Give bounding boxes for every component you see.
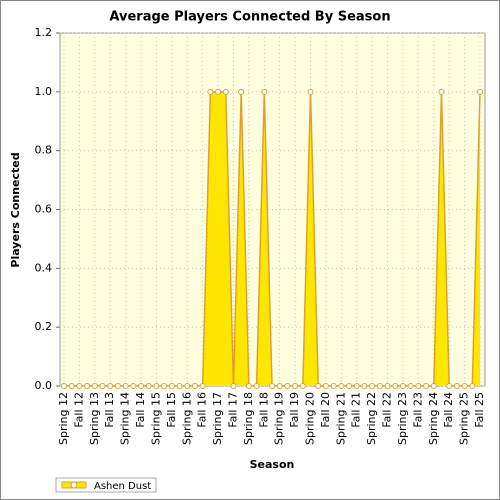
point	[269, 383, 275, 389]
point	[453, 383, 460, 389]
point	[261, 88, 268, 95]
point	[346, 383, 353, 389]
point	[153, 383, 160, 389]
x-tick-label: Fall 15	[165, 392, 178, 428]
point	[91, 383, 98, 389]
y-tick-label: 0.2	[35, 320, 53, 333]
x-tick-label: Fall 19	[288, 392, 301, 428]
point	[438, 88, 445, 95]
point	[399, 383, 406, 389]
point	[392, 383, 399, 389]
x-tick-label: Spring 22	[365, 392, 378, 445]
point	[276, 383, 283, 389]
point	[168, 383, 175, 389]
point	[361, 383, 368, 389]
point	[191, 383, 198, 389]
x-tick-label: Spring 14	[119, 392, 132, 445]
point	[238, 88, 245, 95]
point	[176, 383, 183, 389]
point	[222, 88, 229, 95]
y-tick-label: 0.0	[35, 379, 53, 392]
x-tick-label: Fall 13	[103, 392, 116, 428]
y-axis-label: Players Connected	[9, 152, 22, 267]
point	[199, 383, 206, 389]
x-tick-label: Fall 14	[134, 392, 147, 428]
legend-label: Ashen Dust	[94, 481, 151, 492]
x-tick-label: Fall 12	[72, 392, 85, 428]
legend-marker	[70, 481, 78, 489]
point	[145, 383, 152, 389]
x-tick-label: Spring 15	[149, 392, 162, 445]
point	[292, 383, 299, 389]
point	[376, 383, 383, 389]
x-tick-label: Fall 18	[257, 392, 270, 428]
chart-title: Average Players Connected By Season	[109, 10, 390, 25]
point	[477, 88, 483, 95]
x-tick-label: Spring 18	[242, 392, 255, 445]
x-tick-label: Spring 25	[458, 392, 471, 445]
x-tick-label: Fall 23	[411, 392, 424, 428]
x-tick-label: Spring 13	[88, 392, 101, 445]
x-tick-label: Fall 17	[226, 392, 239, 428]
point	[423, 383, 430, 389]
point	[114, 383, 121, 389]
point	[76, 383, 83, 389]
x-tick-label: Fall 20	[319, 392, 332, 428]
x-tick-label: Spring 20	[304, 392, 317, 445]
x-tick-label: Fall 21	[350, 392, 363, 428]
y-tick-label: 1.2	[35, 26, 53, 39]
x-axis-label: Season	[250, 458, 295, 471]
y-tick-label: 1.0	[35, 85, 53, 98]
point	[68, 383, 75, 389]
point	[415, 383, 422, 389]
point	[322, 383, 329, 389]
point	[315, 383, 322, 389]
point	[84, 383, 91, 389]
point	[245, 383, 252, 389]
point	[430, 383, 437, 389]
point	[161, 383, 168, 389]
x-tick-label: Spring 12	[57, 392, 70, 445]
y-tick-label: 0.6	[35, 203, 53, 216]
x-tick-label: Fall 25	[473, 392, 486, 428]
x-tick-label: Fall 22	[381, 392, 394, 428]
x-tick-label: Spring 19	[273, 392, 286, 445]
point	[338, 383, 345, 389]
point	[284, 383, 291, 389]
point	[384, 383, 391, 389]
point	[353, 383, 360, 389]
point	[61, 383, 67, 389]
point	[407, 383, 414, 389]
point	[446, 383, 453, 389]
x-tick-label: Spring 17	[211, 392, 224, 445]
point	[107, 383, 114, 389]
point	[184, 383, 191, 389]
y-tick-label: 0.8	[35, 144, 53, 157]
point	[307, 88, 314, 95]
point	[138, 383, 145, 389]
x-tick-label: Spring 24	[427, 392, 440, 445]
point	[253, 383, 260, 389]
point	[122, 383, 129, 389]
point	[130, 383, 137, 389]
point	[330, 383, 337, 389]
point	[207, 88, 214, 95]
area	[64, 91, 480, 386]
point	[299, 383, 306, 389]
point	[469, 383, 476, 389]
x-tick-label: Spring 21	[334, 392, 347, 445]
x-tick-label: Spring 23	[396, 392, 409, 445]
point	[369, 383, 376, 389]
x-tick-label: Spring 16	[180, 392, 193, 445]
y-tick-label: 0.4	[35, 261, 53, 274]
x-tick-label: Fall 24	[442, 392, 455, 428]
point	[99, 383, 106, 389]
point	[230, 383, 237, 389]
point	[215, 88, 222, 95]
point	[461, 383, 468, 389]
x-tick-label: Fall 16	[196, 392, 209, 428]
